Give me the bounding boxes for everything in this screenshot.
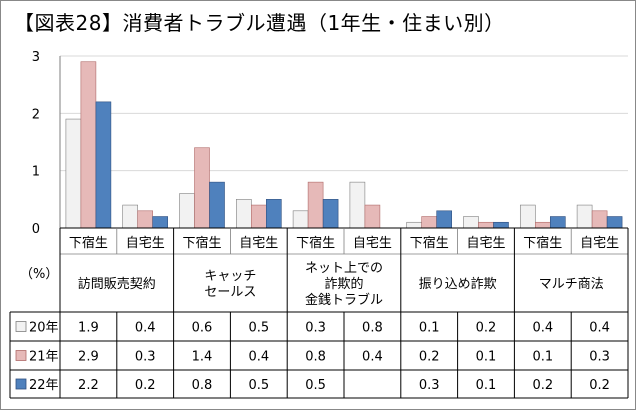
data-label: 0.4: [362, 350, 383, 365]
data-label: 0.4: [248, 350, 269, 365]
bar: [152, 216, 168, 229]
subcategory-label: 自宅生: [353, 236, 392, 251]
data-label: 0.2: [419, 350, 440, 365]
subcategory-label: 下宿生: [410, 235, 449, 251]
data-label: 0.5: [305, 378, 326, 393]
group-label: 金銭トラブル: [305, 292, 383, 308]
subcategory-label: 下宿生: [182, 235, 221, 251]
group-label: 詐欺的: [324, 276, 363, 292]
subcategory-label: 下宿生: [69, 235, 108, 251]
bar: [406, 221, 423, 229]
bar: [137, 210, 153, 229]
bar: [194, 147, 210, 229]
bar: [179, 193, 195, 229]
group-label: セールス: [204, 285, 256, 300]
bar: [591, 210, 608, 229]
data-label: 0.5: [248, 378, 269, 393]
bar: [292, 210, 309, 229]
data-label: 2.2: [78, 378, 99, 393]
bar: [463, 216, 479, 229]
bar: [236, 199, 252, 229]
bar: [122, 204, 138, 229]
data-label: 0.1: [476, 350, 497, 365]
bar: [95, 101, 112, 229]
group-label: ネット上での: [305, 261, 383, 276]
bar: [65, 118, 82, 229]
data-label: 0.1: [419, 321, 440, 336]
group-label: 振り込め詐欺: [419, 276, 497, 292]
legend-label: 22年: [29, 378, 59, 393]
subcategory-label: 下宿生: [523, 235, 562, 251]
bar: [606, 216, 623, 229]
data-label: 0.3: [135, 350, 156, 365]
bar: [251, 204, 267, 229]
legend-swatch: [15, 378, 27, 390]
legend-swatch: [15, 321, 27, 332]
bar: [549, 216, 566, 229]
bar: [265, 199, 282, 229]
data-label: 0.4: [135, 321, 156, 336]
data-label: 0.2: [476, 321, 497, 336]
bar: [349, 181, 366, 229]
data-label: 0.6: [192, 321, 213, 336]
bar: [421, 216, 438, 229]
bar: [534, 221, 551, 229]
data-label: 0.8: [362, 321, 383, 336]
data-label: 0.5: [248, 321, 269, 336]
y-tick-label: 2: [32, 107, 40, 122]
subcategory-label: 自宅生: [126, 236, 165, 251]
data-label: 0.3: [419, 378, 440, 393]
bar: [322, 199, 339, 229]
chart-title: 【図表28】消費者トラブル遭遇（1年生・住まい別）: [14, 11, 505, 35]
y-tick-label: 3: [32, 50, 40, 65]
data-label: 0.2: [532, 378, 553, 393]
data-label: 1.4: [192, 350, 213, 365]
data-label: 0.8: [192, 378, 213, 393]
subcategory-label: 自宅生: [239, 236, 278, 251]
bar: [576, 204, 593, 229]
data-label: 0.3: [589, 350, 610, 365]
bar: [478, 221, 494, 229]
bar: [364, 204, 381, 229]
data-label: 0.4: [589, 321, 610, 336]
bar: [209, 181, 225, 229]
data-label: 1.9: [78, 321, 99, 336]
group-label: マルチ商法: [539, 277, 604, 292]
subcategory-label: 下宿生: [296, 235, 335, 251]
y-tick-label: 1: [32, 165, 40, 180]
legend-label: 21年: [29, 350, 59, 365]
legend-swatch: [15, 350, 27, 361]
data-label: 0.1: [532, 350, 553, 365]
data-label: 0.2: [135, 378, 156, 393]
subcategory-label: 自宅生: [580, 236, 619, 251]
bar: [307, 181, 324, 229]
data-label: 0.3: [305, 321, 326, 336]
data-label: 2.9: [78, 350, 99, 365]
group-label: キャッチ: [204, 269, 256, 284]
bar: [436, 210, 453, 229]
group-label: 訪問販売契約: [78, 276, 156, 292]
data-label: 0.2: [589, 378, 610, 393]
data-label: 0.1: [476, 378, 497, 393]
bar: [519, 204, 536, 229]
y-tick-label: 0: [32, 222, 40, 237]
data-label: 0.8: [305, 350, 326, 365]
bar: [493, 221, 509, 229]
legend-label: 20年: [29, 321, 59, 336]
data-label: 0.4: [532, 321, 553, 336]
subcategory-label: 自宅生: [466, 236, 505, 251]
y-axis-label: （%）: [20, 267, 58, 282]
bar: [80, 61, 97, 229]
